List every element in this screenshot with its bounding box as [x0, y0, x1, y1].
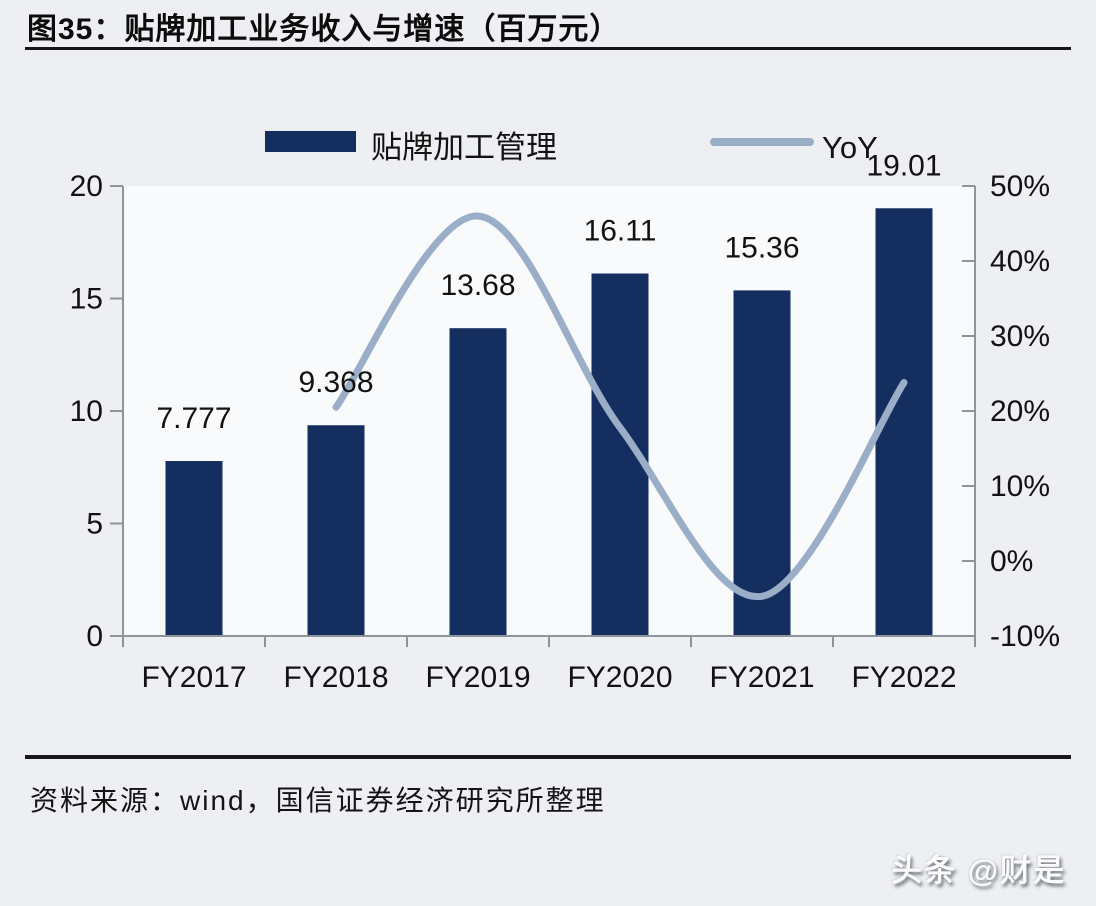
watermark: 头条 @财是 — [891, 853, 1066, 888]
x-axis-label-FY2022: FY2022 — [851, 661, 956, 694]
left-axis-label-5: 5 — [86, 508, 103, 541]
legend-group: 贴牌加工管理 YoY — [265, 130, 878, 165]
bar-value-label-FY2017: 7.777 — [156, 402, 231, 435]
source-note: 资料来源：wind，国信证券经济研究所整理 — [30, 785, 606, 816]
legend-line-label: YoY — [822, 130, 878, 165]
axes-group — [110, 185, 976, 647]
bar-value-label-FY2021: 15.36 — [724, 231, 799, 264]
bar-value-label-FY2020: 16.11 — [584, 215, 657, 248]
bar-FY2021 — [733, 290, 791, 636]
bar-value-label-FY2018: 9.368 — [298, 366, 373, 399]
right-axis-label-40%: 40% — [990, 245, 1050, 278]
bar-FY2017 — [165, 461, 223, 636]
right-axis-label--10%: -10% — [990, 620, 1060, 653]
title-divider — [25, 47, 1071, 50]
yoy-line — [332, 212, 908, 600]
x-axis-label-FY2018: FY2018 — [283, 661, 388, 694]
left-axis-label-15: 15 — [70, 283, 103, 316]
figure-title: 图35：贴牌加工业务收入与增速（百万元） — [27, 13, 621, 46]
legend-bar-swatch — [265, 131, 356, 152]
left-axis-label-20: 20 — [70, 170, 103, 203]
legend-bar-label: 贴牌加工管理 — [371, 130, 557, 165]
bar-FY2019 — [449, 328, 507, 636]
left-axis-label-0: 0 — [86, 620, 103, 653]
right-axis-label-0%: 0% — [990, 545, 1033, 578]
footer-divider — [25, 755, 1071, 759]
bars-group — [165, 208, 933, 636]
x-axis-label-FY2019: FY2019 — [425, 661, 530, 694]
x-axis-label-FY2021: FY2021 — [709, 661, 814, 694]
yoy-line-group — [332, 212, 908, 600]
value-labels-group: 7.777 9.368 13.68 16.11 15.36 19.01 — [156, 149, 941, 435]
axis-labels-group: 0 5 10 15 20 -10% 0% 10% 20% 30% 40% 50% FY2017 FY201… — [70, 170, 1060, 694]
plot-area — [123, 186, 975, 636]
x-axis-label-FY2020: FY2020 — [567, 661, 672, 694]
x-axis-label-FY2017: FY2017 — [141, 661, 246, 694]
right-axis-label-30%: 30% — [990, 320, 1050, 353]
bar-value-label-FY2022: 19.01 — [866, 149, 941, 182]
plot-background — [123, 186, 975, 636]
left-axis-label-10: 10 — [70, 395, 103, 428]
bar-FY2018 — [307, 425, 365, 636]
right-axis-label-50%: 50% — [990, 170, 1050, 203]
bar-value-label-FY2019: 13.68 — [440, 269, 515, 302]
right-axis-label-10%: 10% — [990, 470, 1050, 503]
right-axis-label-20%: 20% — [990, 395, 1050, 428]
